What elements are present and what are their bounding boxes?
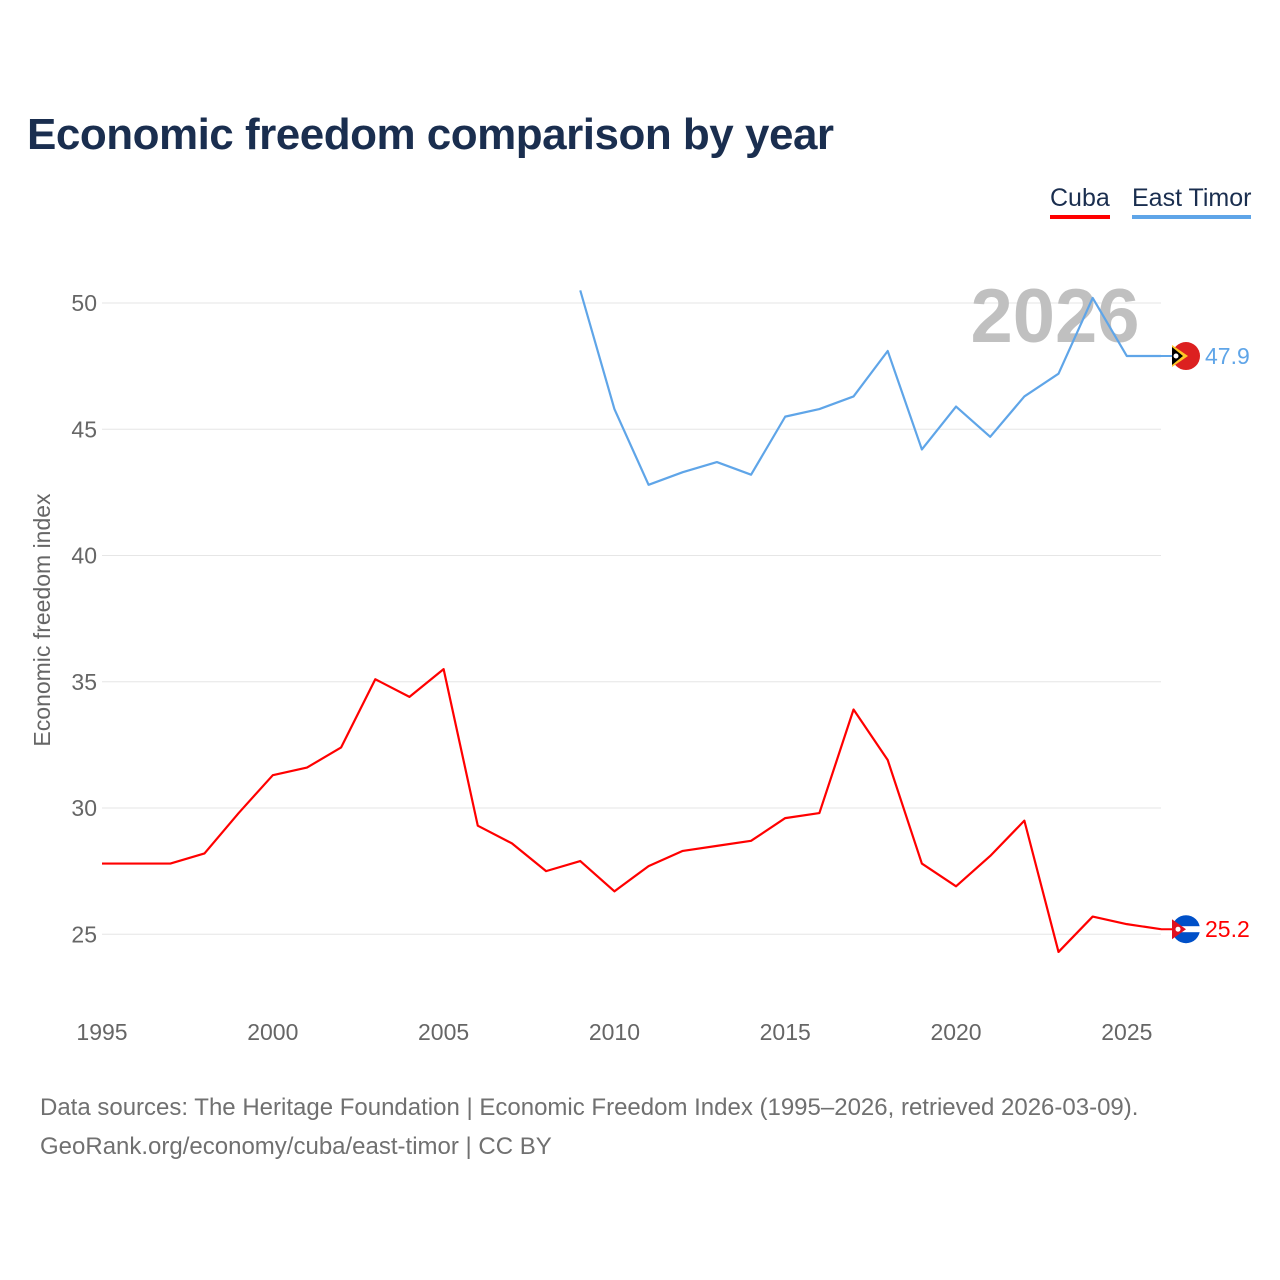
x-tick-label: 2020	[930, 1019, 981, 1045]
x-tick-label: 2005	[418, 1019, 469, 1045]
legend-item-cuba[interactable]: Cuba	[1050, 184, 1110, 219]
end-value-label: 47.9	[1205, 343, 1250, 369]
x-tick-label: 2015	[760, 1019, 811, 1045]
attribution-text: GeoRank.org/economy/cuba/east-timor | CC…	[40, 1133, 552, 1160]
chart-title: Economic freedom comparison by year	[27, 110, 834, 159]
y-tick-label: 35	[71, 669, 97, 695]
series-line-cuba	[102, 668, 1162, 954]
x-tick-label: 1995	[76, 1019, 127, 1045]
east-timor-flag-star	[1173, 353, 1179, 359]
y-tick-label: 50	[71, 290, 97, 316]
y-tick-label: 45	[71, 416, 97, 442]
year-watermark: 2026	[970, 274, 1139, 359]
data-source-text: Data sources: The Heritage Foundation | …	[40, 1094, 1139, 1121]
cuba-flag-star	[1175, 926, 1181, 932]
legend-item-east-timor[interactable]: East Timor	[1132, 184, 1252, 219]
y-tick-label: 30	[71, 795, 97, 821]
x-tick-label: 2000	[247, 1019, 298, 1045]
end-value-label: 25.2	[1205, 916, 1250, 942]
y-tick-label: 40	[71, 543, 97, 569]
x-tick-label: 2010	[589, 1019, 640, 1045]
series-line-east-timor	[579, 290, 1161, 486]
y-tick-label: 25	[71, 921, 97, 947]
footer: Data sources: The Heritage Foundation | …	[40, 1088, 1138, 1166]
y-axis-label: Economic freedom index	[29, 493, 55, 747]
x-tick-label: 2025	[1101, 1019, 1152, 1045]
